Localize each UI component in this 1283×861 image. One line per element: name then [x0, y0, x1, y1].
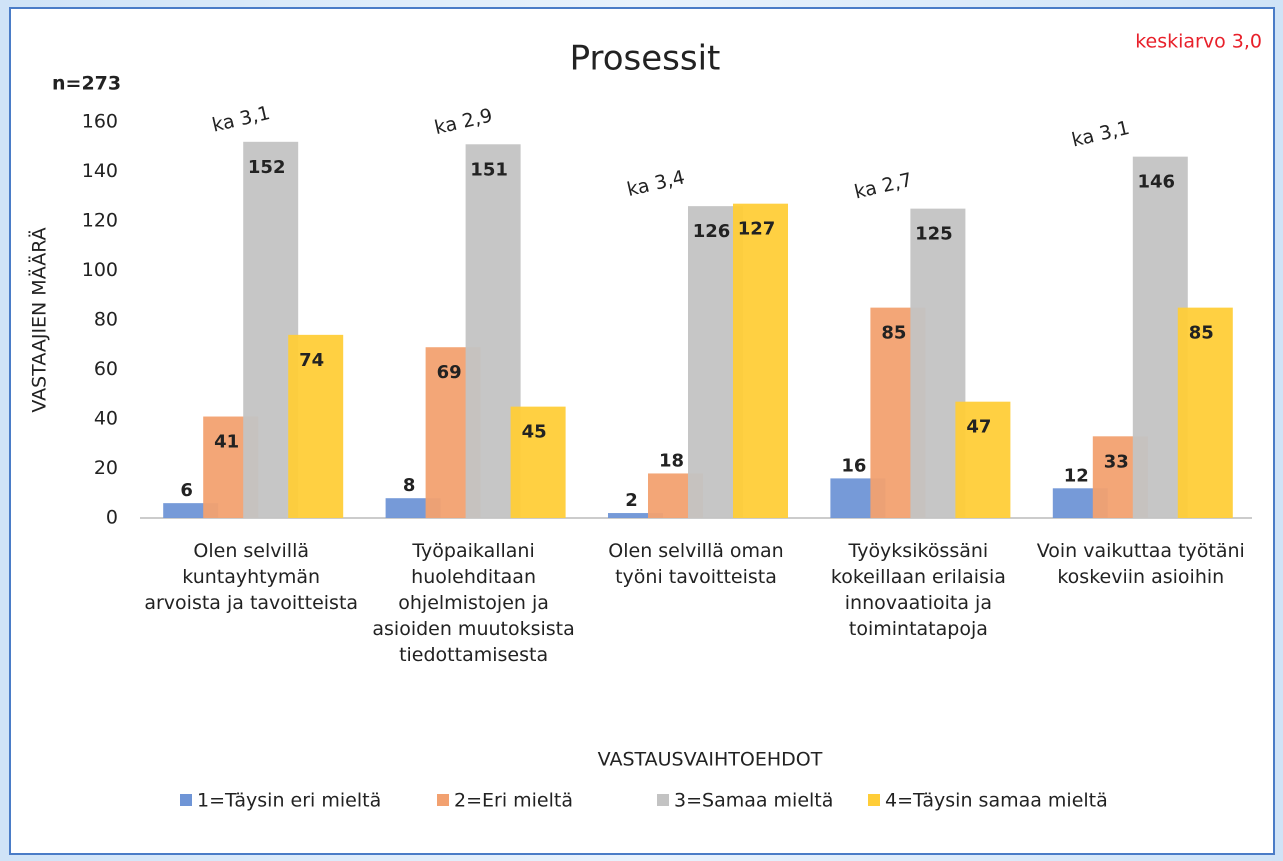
bar	[510, 406, 566, 518]
x-tick-label-box: Voin vaikuttaa työtäni koskeviin asioihi…	[1036, 540, 1245, 588]
x-tick-label: Työpaikallani huolehditaan ohjelmistojen…	[372, 540, 575, 666]
y-tick-label: 160	[82, 111, 118, 133]
x-tick-label-box: Työyksikössäni kokeillaan erilaisia inno…	[830, 540, 1006, 640]
chart-title: Prosessit	[570, 39, 721, 79]
y-tick-label: 0	[106, 507, 118, 529]
data-label: 151	[470, 159, 508, 180]
x-axis-label: VASTAUSVAIHTOEHDOT	[598, 749, 823, 771]
y-tick-label: 60	[94, 358, 118, 380]
x-tick-label-box: Työpaikallani huolehditaan ohjelmistojen…	[372, 540, 575, 666]
data-label: 74	[299, 350, 324, 371]
data-label: 8	[403, 475, 416, 496]
data-label: 45	[522, 422, 547, 443]
sample-size: n=273	[52, 73, 121, 95]
y-tick-label: 140	[82, 160, 118, 182]
legend-label: 4=Täysin samaa mieltä	[885, 790, 1108, 812]
y-tick-label: 20	[94, 457, 118, 479]
data-label: 47	[966, 417, 991, 438]
data-label: 18	[659, 450, 684, 471]
data-label: 12	[1064, 465, 1089, 486]
x-tick-label-box: Olen selvillä oman työni tavoitteista	[608, 540, 784, 588]
bar	[288, 334, 344, 518]
x-tick-label: Olen selvillä kuntayhtymän arvoista ja t…	[144, 540, 359, 614]
data-label: 85	[881, 323, 906, 344]
y-tick-label: 80	[94, 309, 118, 331]
data-label: 41	[214, 432, 239, 453]
legend-label: 3=Samaa mieltä	[674, 790, 833, 812]
data-label: 16	[841, 455, 866, 476]
y-tick-label: 100	[82, 259, 118, 281]
x-tick-label: Olen selvillä oman työni tavoitteista	[608, 540, 784, 588]
legend-swatch	[180, 794, 192, 806]
bar	[1177, 307, 1233, 518]
y-axis-label: VASTAAJIEN MÄÄRÄ	[28, 227, 51, 412]
y-tick-label: 120	[82, 210, 118, 232]
bar	[733, 203, 788, 519]
data-label: 125	[915, 224, 953, 245]
legend-swatch	[868, 794, 880, 806]
x-tick-label: Voin vaikuttaa työtäni koskeviin asioihi…	[1036, 540, 1245, 588]
data-label: 126	[693, 221, 731, 242]
data-label: 152	[248, 157, 286, 178]
legend-swatch	[657, 794, 669, 806]
legend-label: 2=Eri mieltä	[454, 790, 573, 812]
legend-swatch	[437, 794, 449, 806]
data-label: 69	[437, 362, 462, 383]
data-label: 2	[625, 490, 638, 511]
data-label: 127	[738, 219, 776, 240]
bar	[955, 401, 1011, 518]
bar	[608, 513, 663, 518]
overall-mean: keskiarvo 3,0	[1135, 31, 1262, 53]
legend-label: 1=Täysin eri mieltä	[197, 790, 381, 812]
data-label: 146	[1138, 172, 1176, 193]
y-tick-label: 40	[94, 408, 118, 430]
data-label: 85	[1189, 323, 1214, 344]
x-tick-label-box: Olen selvillä kuntayhtymän arvoista ja t…	[144, 540, 359, 614]
data-label: 6	[180, 480, 193, 501]
x-tick-label: Työyksikössäni kokeillaan erilaisia inno…	[830, 540, 1006, 640]
data-label: 33	[1104, 451, 1129, 472]
